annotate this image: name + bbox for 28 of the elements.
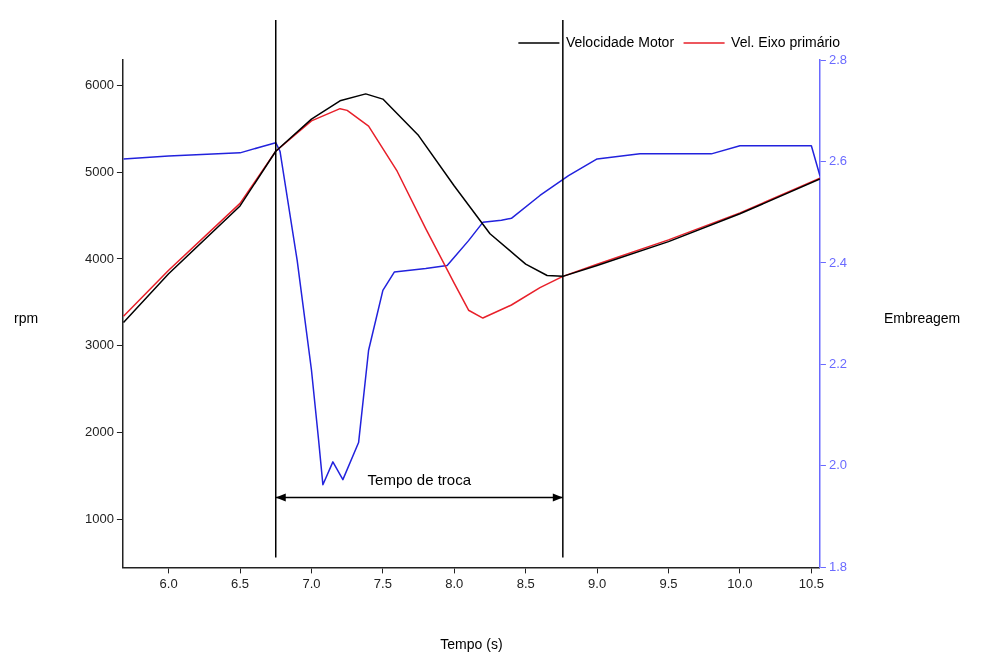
y2-tick-label: 2.2 <box>828 356 848 372</box>
x-tick-label: 6.5 <box>231 575 250 591</box>
x-tick-label: 9.0 <box>588 575 607 591</box>
annotation: Tempo de troca <box>367 470 472 488</box>
y-tick-label: 3000 <box>85 337 114 353</box>
y-tick-label: 4000 <box>85 250 114 266</box>
x-tick-label: 8.5 <box>516 575 535 591</box>
y-tick-label: 5000 <box>85 163 114 179</box>
y-tick-label: 6000 <box>85 76 114 92</box>
x-axis-title: Tempo (s) <box>440 635 503 652</box>
y2-tick-label: 2.0 <box>828 457 848 473</box>
x-tick-label: 8.0 <box>445 575 464 591</box>
y2-axis-title: Embreagem <box>884 309 961 326</box>
y-tick-label: 2000 <box>85 424 114 440</box>
y2-tick-label: 2.4 <box>828 254 848 270</box>
y-tick-label: 1000 <box>85 511 114 527</box>
x-tick-label: 10.5 <box>798 575 825 591</box>
x-tick-label: 10.0 <box>727 575 753 591</box>
y2-tick-label: 1.8 <box>828 558 848 574</box>
y2-tick-label: 2.6 <box>828 153 848 169</box>
legend-label: Vel. Eixo primário <box>731 33 841 50</box>
legend-label: Velocidade Motor <box>565 33 675 50</box>
y-axis-title: rpm <box>14 309 39 326</box>
x-tick-label: 7.0 <box>302 575 321 591</box>
x-tick-label: 9.5 <box>659 575 678 591</box>
x-tick-label: 7.5 <box>373 575 392 591</box>
y2-tick-label: 2.8 <box>828 51 848 67</box>
x-tick-label: 6.0 <box>159 575 178 591</box>
